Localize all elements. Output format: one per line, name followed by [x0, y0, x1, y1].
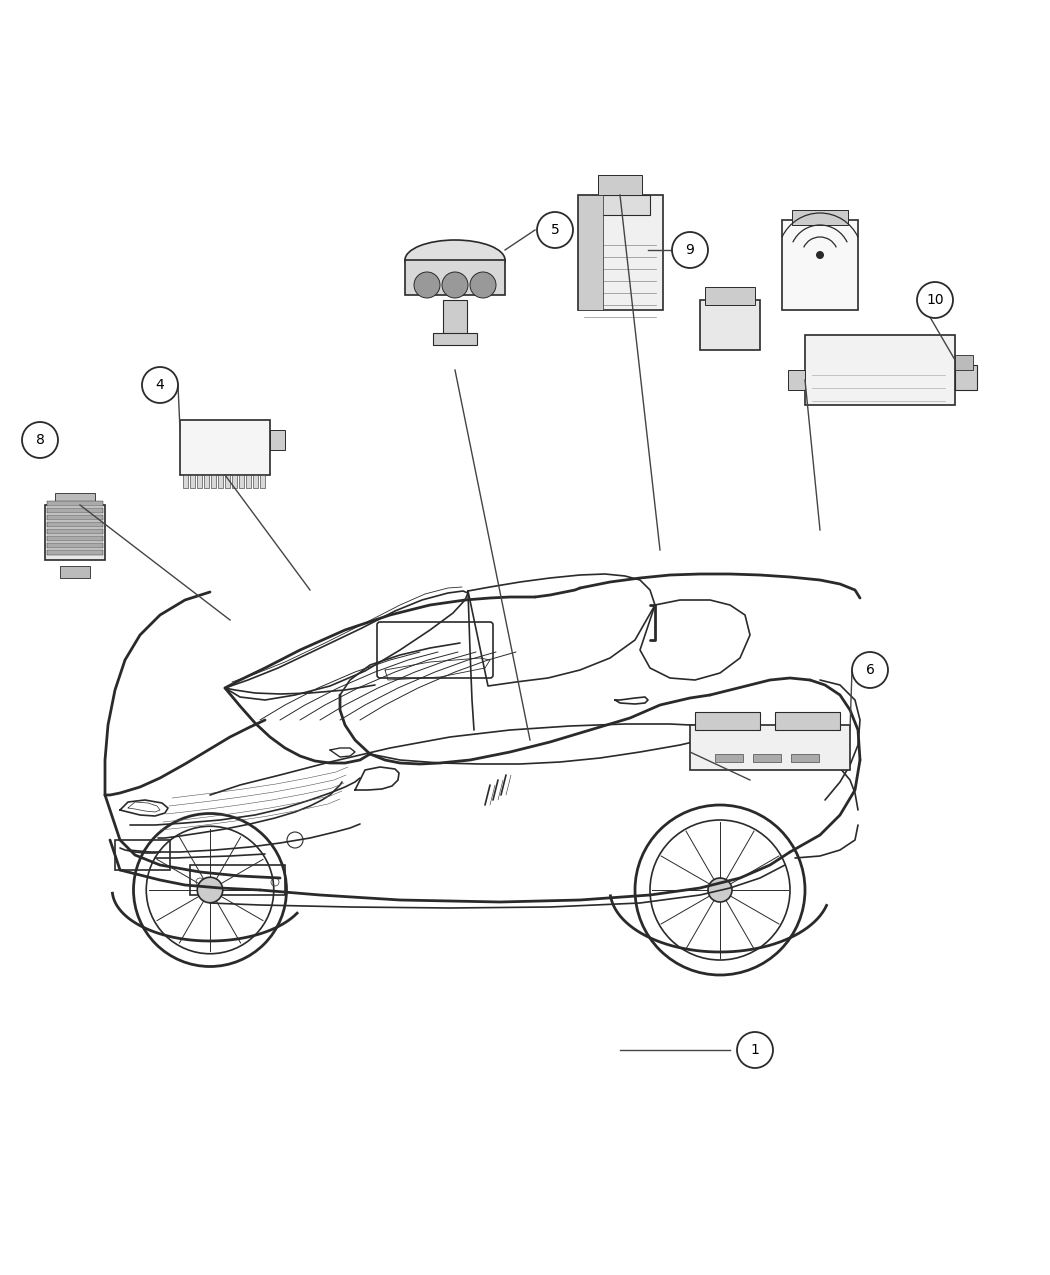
Bar [956, 354, 973, 370]
Circle shape [22, 422, 58, 458]
Bar [47, 515, 103, 520]
Bar [433, 333, 477, 346]
Bar [805, 335, 956, 405]
Circle shape [917, 282, 953, 317]
Circle shape [737, 1031, 773, 1068]
Text: 4: 4 [155, 377, 165, 391]
Text: 8: 8 [36, 434, 44, 448]
Circle shape [414, 272, 440, 298]
Bar [47, 536, 103, 541]
Bar [590, 195, 650, 215]
Bar [405, 260, 505, 295]
Bar [956, 365, 976, 390]
Circle shape [537, 212, 573, 249]
Circle shape [197, 877, 223, 903]
Bar [443, 300, 467, 335]
Bar [270, 430, 285, 450]
Bar [598, 175, 642, 195]
Bar [791, 754, 819, 762]
Bar [705, 287, 755, 305]
Bar [45, 505, 105, 560]
Bar [690, 725, 850, 770]
Bar [225, 476, 230, 488]
Ellipse shape [405, 240, 505, 280]
Text: 9: 9 [686, 244, 694, 258]
Bar [715, 754, 743, 762]
Bar [47, 529, 103, 534]
Bar [232, 476, 237, 488]
Bar [753, 754, 781, 762]
Bar [260, 476, 265, 488]
Bar [116, 840, 170, 870]
Circle shape [672, 232, 708, 268]
Bar [695, 711, 760, 731]
Bar [218, 476, 223, 488]
Bar [47, 521, 103, 527]
Bar [190, 476, 195, 488]
Bar [197, 476, 202, 488]
Bar [47, 550, 103, 555]
Text: 1: 1 [751, 1043, 759, 1057]
Bar [55, 493, 94, 505]
Text: 5: 5 [550, 223, 560, 237]
Bar [578, 195, 663, 310]
Text: 6: 6 [865, 663, 875, 677]
Bar [60, 566, 90, 578]
Bar [792, 210, 848, 224]
Bar [246, 476, 251, 488]
Bar [700, 300, 760, 351]
Circle shape [708, 878, 732, 901]
Bar [253, 476, 258, 488]
Bar [47, 543, 103, 548]
Bar [47, 501, 103, 506]
Bar [239, 476, 244, 488]
Bar [578, 195, 603, 310]
Bar [190, 864, 285, 895]
Bar [775, 711, 840, 731]
Bar [782, 221, 858, 310]
Text: 10: 10 [926, 293, 944, 307]
Circle shape [852, 652, 888, 688]
Bar [211, 476, 216, 488]
Circle shape [470, 272, 496, 298]
Bar [204, 476, 209, 488]
Circle shape [442, 272, 468, 298]
Bar [180, 419, 270, 476]
Bar [47, 507, 103, 513]
Bar [788, 370, 805, 390]
Bar [183, 476, 188, 488]
Circle shape [142, 367, 178, 403]
Circle shape [816, 251, 824, 259]
